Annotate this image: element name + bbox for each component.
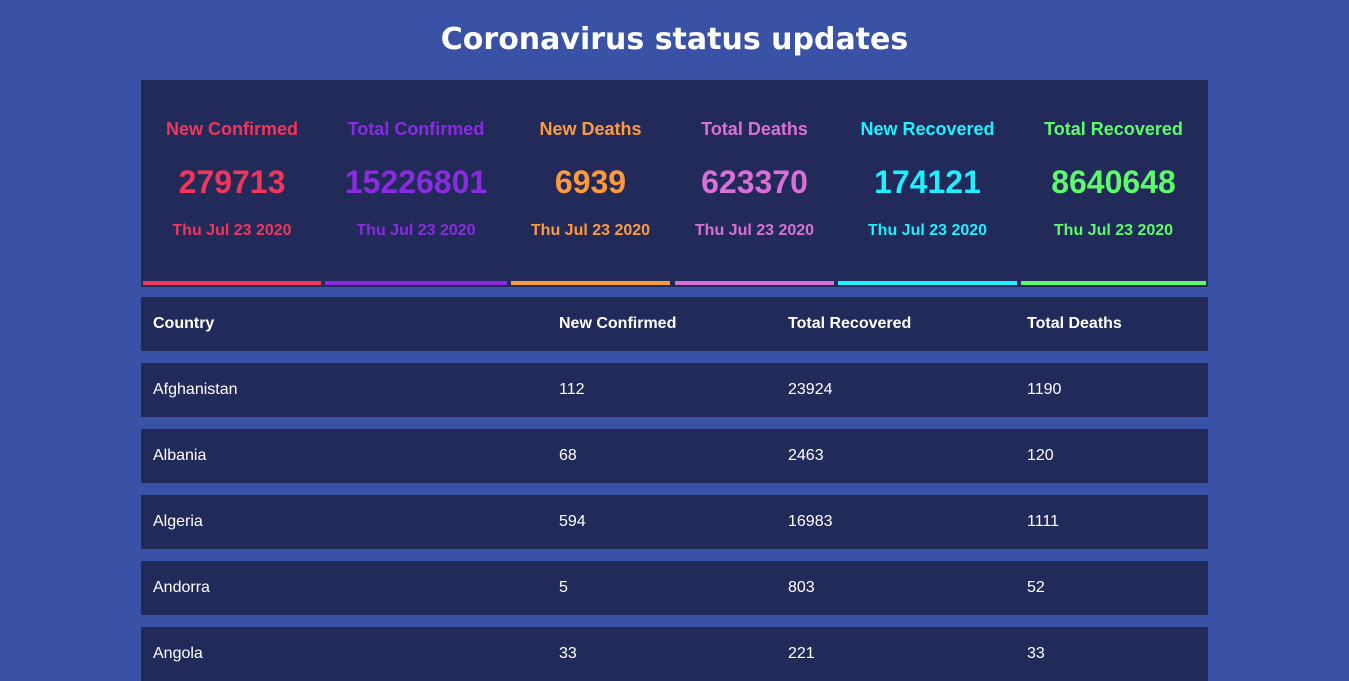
stat-value: 623370 xyxy=(701,164,808,200)
country-cell: Albania xyxy=(153,447,207,464)
new-confirmed-cell: 594 xyxy=(559,513,586,530)
column-header-total-recovered[interactable]: Total Recovered xyxy=(788,315,912,332)
stat-date: Thu Jul 23 2020 xyxy=(694,222,815,239)
total-deaths-cell: 120 xyxy=(1027,447,1054,464)
total-recovered-cell: 23924 xyxy=(788,381,833,398)
table-row: Albania 68 2463 120 xyxy=(141,429,1208,483)
total-recovered-cell: 16983 xyxy=(788,513,833,530)
column-header-country[interactable]: Country xyxy=(153,315,215,332)
table-row: Algeria 594 16983 1111 xyxy=(141,495,1208,549)
stat-date: Thu Jul 23 2020 xyxy=(867,222,988,239)
stat-label: New Recovered xyxy=(860,119,995,139)
stat-card-total-recovered: Total Recovered 8640648 Thu Jul 23 2020 xyxy=(1021,80,1206,287)
stat-value: 174121 xyxy=(874,164,981,200)
new-confirmed-cell: 5 xyxy=(559,579,568,596)
stat-color-bar xyxy=(675,281,834,285)
total-recovered-cell: 2463 xyxy=(788,447,824,464)
stat-date: Thu Jul 23 2020 xyxy=(1053,222,1174,239)
country-cell: Algeria xyxy=(153,513,203,530)
stat-value: 279713 xyxy=(178,164,286,200)
stat-date: Thu Jul 23 2020 xyxy=(530,222,651,239)
stats-panel: New Confirmed 279713 Thu Jul 23 2020 Tot… xyxy=(141,80,1208,287)
page-title: Coronavirus status updates xyxy=(440,22,909,57)
country-cell: Afghanistan xyxy=(153,381,238,398)
country-cell: Andorra xyxy=(153,579,210,596)
stat-label: Total Confirmed xyxy=(347,119,485,139)
stat-color-bar xyxy=(143,281,321,285)
stat-date: Thu Jul 23 2020 xyxy=(356,222,476,239)
total-deaths-cell: 52 xyxy=(1027,579,1045,596)
total-deaths-cell: 33 xyxy=(1027,645,1045,662)
stat-color-bar xyxy=(1021,281,1206,285)
column-header-new-confirmed[interactable]: New Confirmed xyxy=(559,315,677,332)
total-recovered-cell: 803 xyxy=(788,579,815,596)
stat-card-new-confirmed: New Confirmed 279713 Thu Jul 23 2020 xyxy=(143,80,321,287)
total-recovered-cell: 221 xyxy=(788,645,815,662)
stat-card-total-confirmed: Total Confirmed 15226801 Thu Jul 23 2020 xyxy=(325,80,507,287)
new-confirmed-cell: 68 xyxy=(559,447,577,464)
stat-value: 8640648 xyxy=(1051,164,1176,200)
stat-label: Total Deaths xyxy=(701,119,808,139)
table-row: Angola 33 221 33 xyxy=(141,627,1208,681)
column-header-total-deaths[interactable]: Total Deaths xyxy=(1027,315,1122,332)
table-row: Afghanistan 112 23924 1190 xyxy=(141,363,1208,417)
stat-card-new-deaths: New Deaths 6939 Thu Jul 23 2020 xyxy=(511,80,670,287)
stat-color-bar xyxy=(511,281,670,285)
total-deaths-cell: 1190 xyxy=(1027,381,1062,398)
new-confirmed-cell: 33 xyxy=(559,645,577,662)
stat-card-new-recovered: New Recovered 174121 Thu Jul 23 2020 xyxy=(838,80,1017,287)
stat-label: New Deaths xyxy=(539,119,642,139)
stat-label: New Confirmed xyxy=(165,119,298,139)
new-confirmed-cell: 112 xyxy=(559,381,585,398)
table-row: Andorra 5 803 52 xyxy=(141,561,1208,615)
stat-value: 15226801 xyxy=(344,164,488,200)
stat-date: Thu Jul 23 2020 xyxy=(172,222,292,239)
country-cell: Angola xyxy=(153,645,203,662)
table-header-row: Country New Confirmed Total Recovered To… xyxy=(141,297,1208,351)
stat-color-bar xyxy=(325,281,507,285)
total-deaths-cell: 1111 xyxy=(1027,513,1060,530)
stat-value: 6939 xyxy=(554,164,627,200)
stat-label: Total Recovered xyxy=(1044,119,1183,139)
stat-color-bar xyxy=(838,281,1017,285)
stat-card-total-deaths: Total Deaths 623370 Thu Jul 23 2020 xyxy=(675,80,834,287)
